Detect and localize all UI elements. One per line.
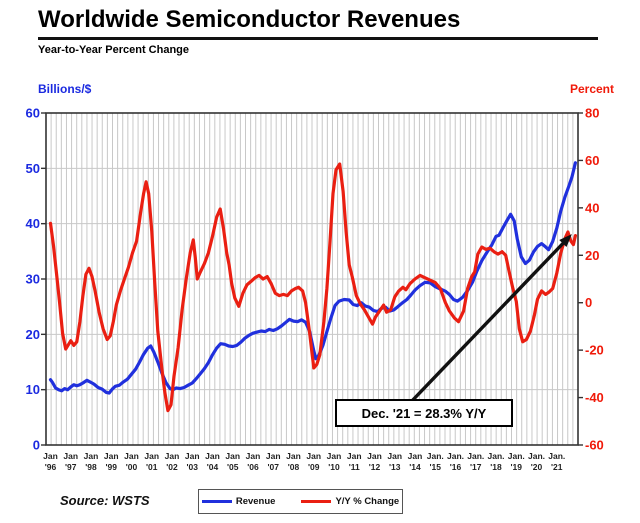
title-underline-rule <box>38 37 598 40</box>
yoy-line-swatch <box>301 499 332 504</box>
x-axis-year-label: '07 <box>268 462 280 472</box>
x-axis-year-label: '02 <box>166 462 178 472</box>
annotation-arrowhead <box>559 234 572 247</box>
legend-label-revenue: Revenue <box>235 496 276 507</box>
yoy-change-line <box>48 162 578 413</box>
revenue-line <box>48 161 578 395</box>
right-axis-tick-label: 0 <box>585 295 592 310</box>
x-axis-year-label: '09 <box>308 462 320 472</box>
x-axis-year-label: '08 <box>288 462 300 472</box>
x-axis-month-label: Jan <box>347 451 362 461</box>
x-axis-month-label: Jan. <box>487 451 504 461</box>
x-axis-year-label: '15 <box>430 462 442 472</box>
right-axis-tick-label: 20 <box>585 248 599 263</box>
annotation-callout: Dec. '21 = 28.3% Y/Y <box>335 399 513 427</box>
left-axis-tick-label: 40 <box>26 216 40 231</box>
x-axis-year-label: '98 <box>85 462 97 472</box>
x-axis-year-label: '97 <box>65 462 77 472</box>
x-axis-month-label: Jan <box>266 451 281 461</box>
x-axis-month-label: Jan <box>124 451 139 461</box>
x-axis-year-label: '12 <box>369 462 381 472</box>
x-axis-year-label: '03 <box>187 462 199 472</box>
x-axis-year-label: '04 <box>207 462 219 472</box>
x-axis-year-label: '11 <box>349 462 360 472</box>
x-axis-month-label: Jan <box>63 451 78 461</box>
x-axis-year-label: '10 <box>328 462 340 472</box>
page-title: Worldwide Semiconductor Revenues <box>38 6 461 33</box>
x-axis-year-label: '99 <box>106 462 118 472</box>
x-axis-month-label: Jan <box>43 451 58 461</box>
x-axis-year-label: '18 <box>490 462 502 472</box>
x-axis-year-label: '01 <box>146 462 158 472</box>
source-credit: Source: WSTS <box>60 493 150 508</box>
x-axis-month-label: Jan. <box>548 451 565 461</box>
legend-item-yoy: Y/Y % Change <box>301 496 399 507</box>
x-axis-month-label: Jan <box>84 451 99 461</box>
legend-label-yoy: Y/Y % Change <box>335 496 400 507</box>
revenue-line-swatch <box>201 499 232 504</box>
x-axis-year-label: '21 <box>551 462 563 472</box>
right-axis-title: Percent <box>569 82 614 96</box>
right-axis-tick-label: 40 <box>585 200 599 215</box>
left-axis-tick-label: 10 <box>26 382 40 397</box>
left-axis-title: Billions/$ <box>38 82 92 96</box>
x-axis-month-label: Jan <box>185 451 200 461</box>
x-axis-month-label: Jan <box>225 451 240 461</box>
x-axis-year-label: '16 <box>450 462 462 472</box>
x-axis-month-label: Jan. <box>467 451 484 461</box>
x-axis-month-label: Jan <box>104 451 119 461</box>
left-axis-tick-label: 20 <box>26 327 40 342</box>
right-axis-tick-label: -40 <box>585 390 604 405</box>
x-axis-month-label: Jan <box>408 451 423 461</box>
x-axis-month-label: Jan <box>387 451 402 461</box>
x-axis-month-label: Jan. <box>508 451 525 461</box>
left-axis-tick-label: 0 <box>33 438 40 453</box>
x-axis-year-label: '13 <box>389 462 401 472</box>
x-axis-month-label: Jan <box>306 451 321 461</box>
x-axis-month-label: Jan <box>205 451 220 461</box>
x-axis-year-label: '17 <box>470 462 482 472</box>
x-axis-month-label: Jan <box>144 451 159 461</box>
left-axis-tick-label: 30 <box>26 272 40 287</box>
x-axis-year-label: '06 <box>247 462 259 472</box>
x-axis-year-label: '00 <box>126 462 138 472</box>
x-axis-month-label: Jan <box>286 451 301 461</box>
x-axis-year-label: '19 <box>511 462 523 472</box>
x-axis-month-label: Jan. <box>447 451 464 461</box>
annotation-text: Dec. '21 = 28.3% Y/Y <box>361 405 487 421</box>
x-axis-month-label: Jan <box>246 451 261 461</box>
x-axis-year-label: '14 <box>409 462 421 472</box>
x-axis-year-label: '05 <box>227 462 239 472</box>
chart-legend: Revenue Y/Y % Change <box>198 489 403 514</box>
x-axis-month-label: Jan. <box>427 451 444 461</box>
x-axis-year-label: '96 <box>45 462 57 472</box>
left-axis-tick-label: 60 <box>26 106 40 121</box>
legend-item-revenue: Revenue <box>201 496 276 507</box>
x-axis-year-label: '20 <box>531 462 543 472</box>
annotation-arrow-line <box>407 238 568 406</box>
right-axis-tick-label: 60 <box>585 153 599 168</box>
right-axis-tick-label: 80 <box>585 106 599 121</box>
right-axis-tick-label: -60 <box>585 438 604 453</box>
x-axis-month-label: Jan <box>165 451 180 461</box>
x-axis-month-label: Jan. <box>528 451 545 461</box>
x-axis-month-label: Jan <box>327 451 342 461</box>
right-axis-tick-label: -20 <box>585 343 604 358</box>
page-subtitle: Year-to-Year Percent Change <box>38 44 190 56</box>
left-axis-tick-label: 50 <box>26 161 40 176</box>
x-axis-month-label: Jan <box>367 451 382 461</box>
